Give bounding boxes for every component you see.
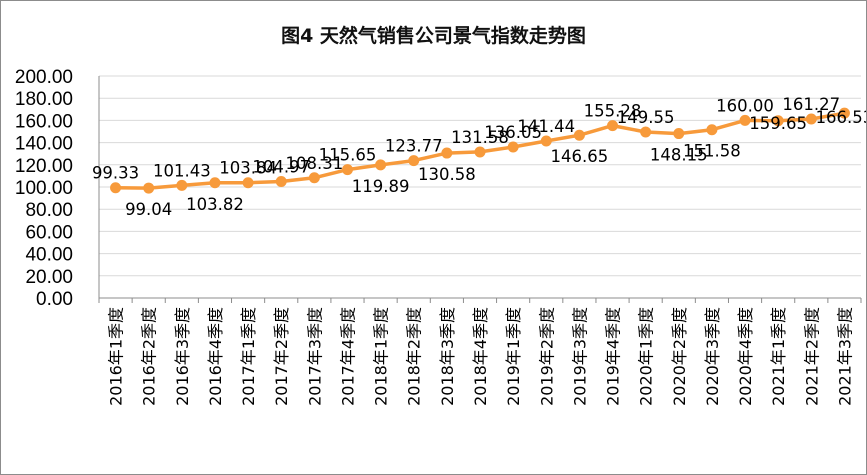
data-label: 161.27 [782,95,840,114]
y-tick-label: 0.00 [36,289,73,310]
data-point [209,177,221,189]
x-tick-label: 2021年1季度 [769,307,788,406]
y-tick-label: 140.00 [15,134,73,155]
x-tick-label: 2017年1季度 [239,307,258,406]
x-tick-label: 2020年4季度 [736,307,755,406]
data-point [176,179,188,191]
x-tick-label: 2019年1季度 [504,307,523,406]
x-tick-label: 2016年1季度 [107,307,126,406]
x-tick-label: 2016年3季度 [173,307,192,406]
data-label: 151.58 [683,142,741,161]
data-label: 103.82 [186,195,244,214]
data-point [110,182,122,194]
x-tick-label: 2021年3季度 [835,307,854,406]
y-tick-label: 60.00 [25,222,73,243]
x-tick-label: 2018年2季度 [405,307,424,406]
chart-title: 图4 天然气销售公司景气指数走势图 [281,25,586,47]
y-tick-label: 120.00 [15,156,73,177]
data-label: 136.05 [484,123,542,142]
data-label: 115.65 [319,146,377,165]
data-point [673,128,685,140]
data-label: 130.58 [418,165,476,184]
y-tick-label: 100.00 [15,178,73,199]
data-label: 103.84 [219,159,277,178]
y-tick-label: 40.00 [25,245,73,266]
data-label: 141.44 [517,117,575,136]
data-label: 166.53 [816,108,866,127]
x-tick-label: 2019年2季度 [537,307,556,406]
x-tick-label: 2020年2季度 [670,307,689,406]
data-label: 159.65 [749,114,807,133]
data-point [706,124,718,136]
data-point [507,141,519,153]
x-tick-label: 2017年3季度 [305,307,324,406]
y-tick-label: 80.00 [25,200,73,221]
data-label: 155.28 [584,102,642,121]
data-label: 123.77 [385,137,443,156]
data-label: 104.97 [252,157,310,176]
x-tick-label: 2018年3季度 [438,307,457,406]
x-tick-label: 2018年4季度 [471,307,490,406]
data-point [640,126,652,138]
x-tick-label: 2016年4季度 [206,307,225,406]
x-tick-label: 2017年4季度 [338,307,357,406]
y-tick-label: 20.00 [25,267,73,288]
data-label: 149.55 [617,108,675,127]
data-point [772,115,784,127]
data-label: 101.43 [153,161,211,180]
data-point [308,172,320,184]
x-tick-label: 2020年3季度 [703,307,722,406]
data-label: 146.65 [551,147,609,166]
x-tick-label: 2020年1季度 [637,307,656,406]
data-point [805,113,817,125]
data-point [474,146,486,158]
data-point [607,120,619,132]
data-label: 99.33 [92,164,139,183]
data-point [275,175,287,187]
x-tick-label: 2016年2季度 [140,307,159,406]
y-tick-label: 160.00 [15,111,73,132]
x-tick-label: 2019年4季度 [604,307,623,406]
data-point [408,155,420,167]
data-point [739,114,751,126]
data-point [341,164,353,176]
data-label: 119.89 [352,177,410,196]
x-tick-label: 2018年1季度 [372,307,391,406]
data-label: 131.58 [451,128,509,147]
data-label: 99.04 [125,200,172,219]
data-label: 148.15 [650,146,708,165]
data-point [540,135,552,147]
data-point [143,182,155,194]
y-tick-label: 200.00 [15,67,73,88]
data-label: 160.00 [716,96,774,115]
data-label: 108.31 [285,154,343,173]
y-tick-label: 180.00 [15,89,73,110]
data-point [441,147,453,159]
data-point [242,177,254,189]
data-point [573,129,585,141]
x-tick-label: 2019年3季度 [570,307,589,406]
data-point [838,107,850,119]
data-point [375,159,387,171]
x-tick-label: 2021年2季度 [802,307,821,406]
x-tick-label: 2017年2季度 [272,307,291,406]
